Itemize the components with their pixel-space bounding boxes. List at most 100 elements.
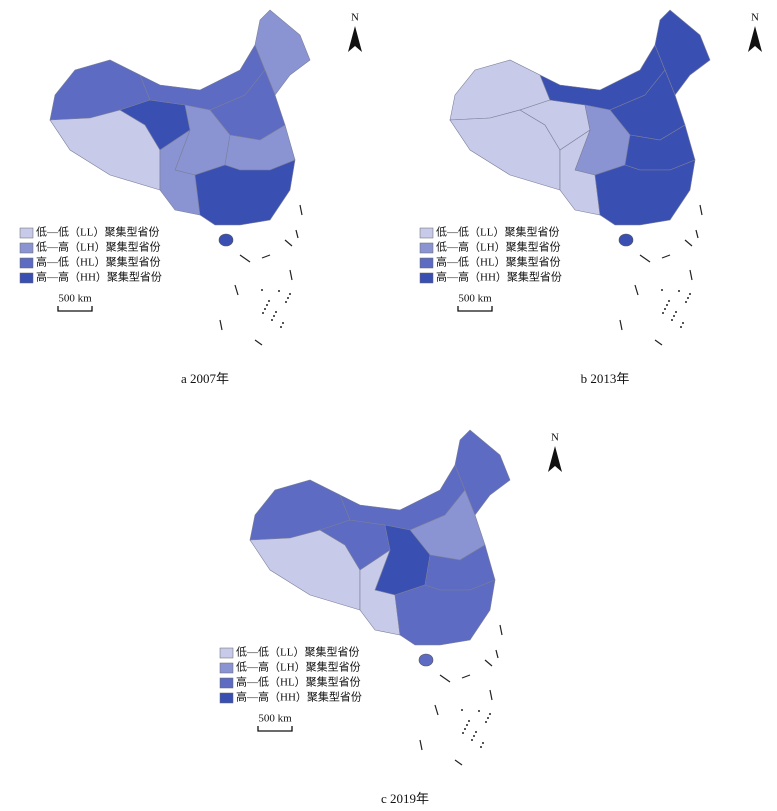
boundary-dash [639,254,651,263]
boundary-dash [254,339,263,346]
legend-swatch [219,662,234,674]
panel-caption: c 2019年 [381,791,429,806]
island-dot [289,293,291,295]
island-dot [678,290,680,292]
island-dot [275,311,277,313]
island-dot [468,720,470,722]
boundary-dash [289,269,293,281]
map-panel: N 低—低（LL）聚集型省份低—高（LH）聚集型省份高—低（HL）聚集型省份高—高… [419,9,762,386]
legend-label: 低—高（LH）聚集型省份 [36,240,161,254]
legend-swatch [419,227,434,239]
boundary-dash [699,204,703,216]
north-label: N [751,12,759,24]
boundary-dash [634,284,639,296]
legend-swatch [19,257,34,269]
north-arrow [348,26,362,52]
legend-label: 高—高（HH）聚集型省份 [236,690,362,704]
island-dot [280,326,282,328]
legend-swatch [19,227,34,239]
island-dot [264,308,266,310]
island-dot [485,721,487,723]
island-dot [482,742,484,744]
boundary-dash [489,689,493,701]
boundary-dash [684,239,693,247]
legend-swatch [419,257,434,269]
province-region [394,579,496,646]
legend-label: 低—低（LL）聚集型省份 [436,225,559,239]
island-dot [668,300,670,302]
island-dot [471,739,473,741]
scale-bar [457,306,493,312]
north-arrow [748,26,762,52]
north-label: N [351,12,359,24]
boundary-dash [299,204,303,216]
boundary-dash [461,674,471,679]
island-dot [675,311,677,313]
legend-swatch [419,272,434,284]
boundary-dash [295,229,299,239]
island-dot [462,732,464,734]
legend-label: 高—低（HL）聚集型省份 [436,255,561,269]
boundary-dash [439,674,451,683]
boundary-dash [454,759,463,766]
island-dot [278,290,280,292]
island-dot [673,315,675,317]
legend-label: 高—低（HL）聚集型省份 [36,255,161,269]
island-dot [271,319,273,321]
legend-swatch [19,272,34,284]
island-dot [473,735,475,737]
island-dot [261,289,263,291]
island-dot [478,710,480,712]
province-region [594,159,696,226]
map-panel: N 低—低（LL）聚集型省份低—高（LH）聚集型省份高—低（HL）聚集型省份高—高… [219,429,562,806]
island-dot [266,304,268,306]
island-dot [661,289,663,291]
island-dot [480,746,482,748]
boundary-dash [419,739,423,751]
boundary-dash [499,624,503,636]
boundary-dash [284,239,293,247]
legend-swatch [219,647,234,659]
boundary-dash [234,284,239,296]
legend-swatch [19,242,34,254]
boundary-dash [261,254,271,259]
north-arrow [548,446,562,472]
boundary-dash [434,704,439,716]
scale-label: 500 km [458,293,492,305]
island-dot [687,297,689,299]
boundary-dash [689,269,693,281]
legend-label: 低—高（LH）聚集型省份 [236,660,361,674]
island-dot [285,301,287,303]
island-dot [664,308,666,310]
legend-swatch [219,692,234,704]
legend-label: 低—低（LL）聚集型省份 [236,645,359,659]
island-dot [689,293,691,295]
hainan-island [418,653,434,667]
island-dot [682,322,684,324]
scale-label: 500 km [258,713,292,725]
island-dot [487,717,489,719]
island-dot [666,304,668,306]
island-dot [671,319,673,321]
island-dot [489,713,491,715]
boundary-dash [661,254,671,259]
hainan-island [218,233,234,247]
panel-caption: a 2007年 [181,371,229,386]
island-dot [662,312,664,314]
panel-caption: b 2013年 [581,371,630,386]
island-dot [287,297,289,299]
island-dot [461,709,463,711]
island-dot [680,326,682,328]
boundary-dash [219,319,223,331]
hainan-island [618,233,634,247]
boundary-dash [484,659,493,667]
map-panel: N 低—低（LL）聚集型省份低—高（LH）聚集型省份高—低（HL）聚集型省份高—高… [19,9,362,386]
scale-label: 500 km [58,293,92,305]
island-dot [282,322,284,324]
legend-label: 高—高（HH）聚集型省份 [436,270,562,284]
scale-bar [257,726,293,732]
island-dot [685,301,687,303]
legend-label: 高—低（HL）聚集型省份 [236,675,361,689]
island-dot [466,724,468,726]
